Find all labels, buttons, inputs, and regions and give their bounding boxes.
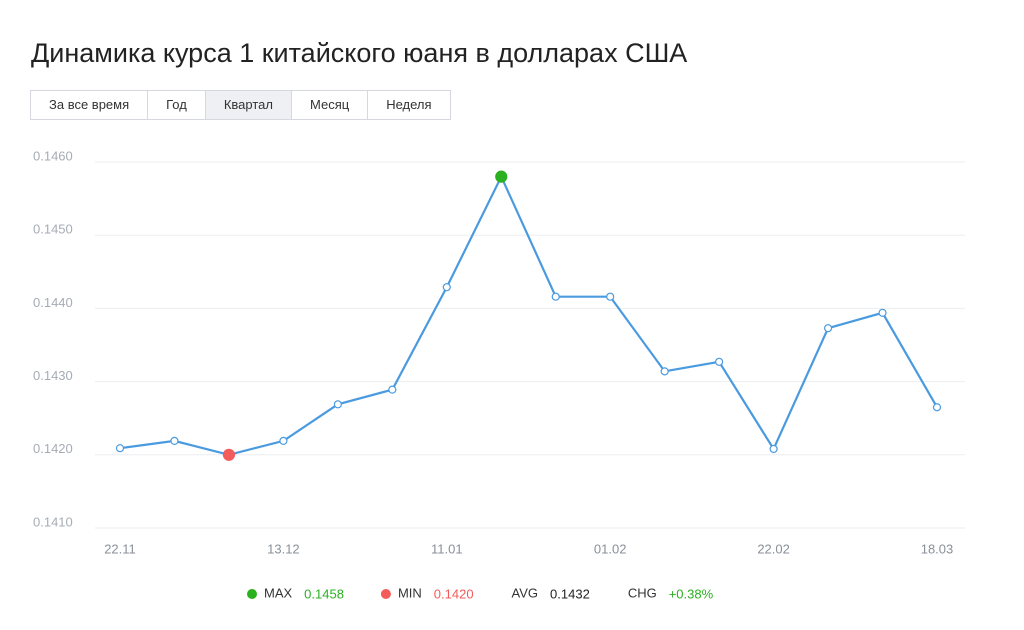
- stat-value: 0.1420: [434, 586, 474, 601]
- point: [495, 170, 508, 183]
- point: [660, 367, 669, 376]
- point: [222, 448, 236, 461]
- point: [878, 308, 887, 317]
- stat-label: MIN: [398, 585, 422, 600]
- y-tick-label: 0.1430: [33, 368, 73, 383]
- x-tick-label: 01.02: [594, 541, 627, 556]
- stat-value: 0.1432: [550, 586, 590, 601]
- point: [823, 324, 833, 333]
- point: [606, 292, 615, 301]
- stat-dot: [380, 589, 391, 599]
- y-tick-label: 0.1410: [33, 514, 73, 529]
- chart-title: Динамика курса 1 китайского юаня в долла…: [31, 38, 688, 68]
- point: [932, 403, 942, 412]
- stat-label: AVG: [512, 585, 539, 600]
- stat-label: CHG: [628, 585, 657, 600]
- point: [715, 357, 724, 366]
- y-tick-label: 0.1420: [33, 441, 73, 456]
- period-tab[interactable]: Неделя: [367, 90, 451, 120]
- period-tab[interactable]: Квартал: [204, 90, 292, 120]
- period-tabs: За все время Год Квартал Месяц Неделя: [30, 90, 451, 120]
- stat-dot: [247, 589, 257, 599]
- x-tick-label: 22.11: [104, 541, 136, 556]
- y-tick-label: 0.1460: [33, 148, 73, 163]
- line: [119, 174, 938, 456]
- point: [769, 444, 778, 454]
- point: [279, 436, 288, 445]
- point: [170, 436, 179, 445]
- point: [442, 283, 451, 292]
- y-tick-label: 0.1450: [33, 222, 73, 237]
- point: [115, 444, 125, 453]
- point: [388, 385, 397, 394]
- x-tick-label: 22.02: [757, 541, 790, 556]
- point: [333, 400, 342, 409]
- x-tick-label: 13.12: [267, 541, 300, 556]
- y-tick-label: 0.1440: [33, 295, 73, 310]
- point: [551, 292, 560, 301]
- x-tick-label: 11.01: [431, 541, 463, 556]
- stat-label: MAX: [264, 585, 293, 600]
- stat-value: +0.38%: [669, 586, 714, 601]
- x-tick-label: 18.03: [921, 541, 954, 556]
- stat-value: 0.1458: [304, 586, 344, 601]
- period-tab[interactable]: За все время: [30, 90, 149, 120]
